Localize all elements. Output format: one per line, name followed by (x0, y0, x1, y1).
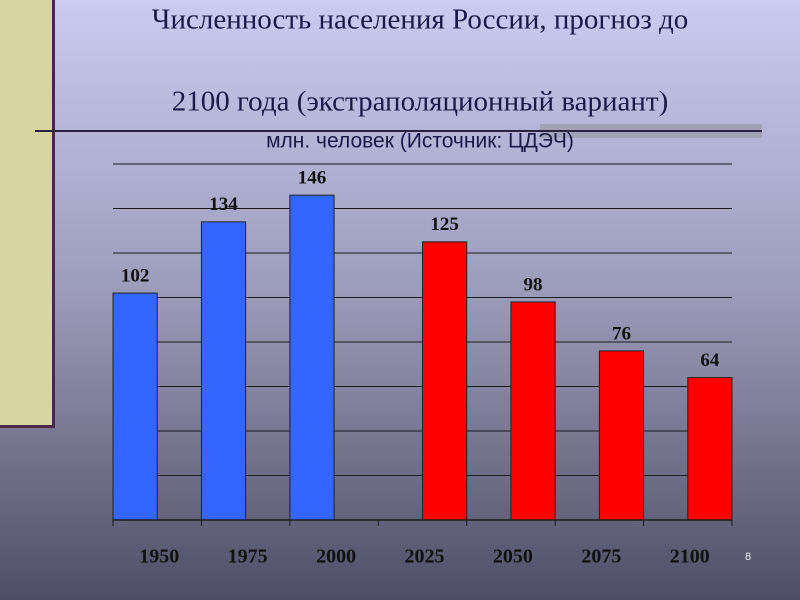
x-tick-label: 2075 (581, 546, 621, 568)
bar (422, 241, 468, 521)
value-label: 134 (209, 194, 238, 215)
value-label: 146 (298, 168, 327, 189)
bar (112, 292, 158, 521)
value-label: 64 (700, 350, 720, 371)
bar (510, 301, 556, 521)
value-label: 125 (430, 214, 459, 235)
x-tick-label: 2025 (405, 546, 445, 568)
bar (687, 377, 733, 521)
value-label: 76 (612, 323, 631, 344)
chart-title: 2100 года (экстраполяционный вариант) (172, 86, 669, 118)
side-panel (0, 0, 53, 426)
bar (289, 194, 335, 521)
page-number: 8 (745, 551, 751, 563)
x-tick-label: 1975 (228, 546, 268, 568)
x-tick-label: 1950 (139, 546, 179, 568)
x-tick-label: 2000 (316, 546, 356, 568)
value-label: 102 (121, 265, 150, 286)
x-tick-label: 2100 (670, 546, 710, 568)
bar (598, 350, 645, 521)
side-panel-edge (52, 0, 55, 428)
x-tick-label: 2050 (493, 546, 533, 568)
value-label: 98 (524, 274, 543, 295)
bar (200, 221, 247, 521)
chart-subtitle: млн. человек (Источник: ЦДЭЧ) (266, 130, 574, 153)
chart-title: Численность населения России, прогноз до (152, 4, 689, 36)
side-panel-edge (0, 425, 55, 428)
